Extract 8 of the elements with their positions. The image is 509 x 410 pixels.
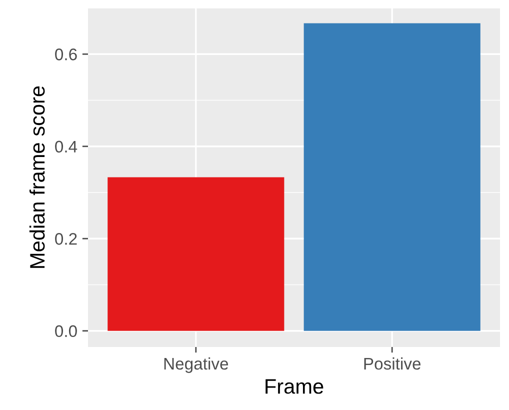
y-axis-title: Median frame score (29, 86, 45, 268)
y-tick-label: 0.2 (55, 233, 77, 245)
x-axis-title: Frame (266, 379, 324, 394)
y-tick-label: 0.4 (55, 140, 78, 153)
y-tick-label: 0.0 (55, 325, 77, 338)
y-tick-label: 0.6 (55, 48, 77, 60)
x-tick-label: Positive (364, 357, 421, 370)
x-tick-label: Negative (164, 357, 228, 373)
